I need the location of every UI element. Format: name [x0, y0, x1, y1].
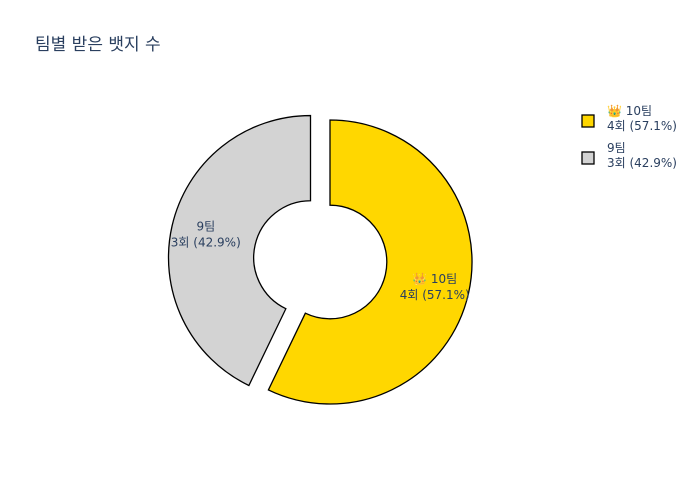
slices-layer [167, 114, 473, 405]
legend-label-count-1: 3회 (42.9%) [607, 156, 677, 170]
legend-label-count-0: 4회 (57.1%) [607, 119, 677, 133]
legend: 👑 10팀 4회 (57.1%) 9팀 3회 (42.9%) [581, 104, 677, 170]
pie-slice-0[interactable] [267, 119, 473, 405]
slice-label-count-0: 4회 (57.1%) [400, 288, 470, 302]
slice-label-name-0: 👑 10팀 [412, 272, 457, 286]
pie-slice-1[interactable] [167, 114, 312, 387]
legend-label-name-1: 9팀 [607, 141, 626, 155]
legend-swatch-0 [581, 114, 595, 128]
legend-swatch-1 [581, 151, 595, 165]
slice-label-count-1: 3회 (42.9%) [171, 236, 241, 250]
slice-label-0: 👑 10팀 4회 (57.1%) [400, 272, 470, 302]
slice-label-1: 9팀 3회 (42.9%) [171, 220, 241, 250]
slice-label-name-1: 9팀 [196, 220, 215, 234]
chart-title: 팀별 받은 뱃지 수 [35, 35, 161, 55]
legend-label-0: 👑 10팀 4회 (57.1%) [607, 104, 677, 133]
legend-label-name-0: 👑 10팀 [607, 104, 652, 118]
legend-label-1: 9팀 3회 (42.9%) [607, 141, 677, 170]
slice-labels-layer: 👑 10팀 4회 (57.1%) 9팀 3회 (42.9%) [171, 220, 470, 302]
legend-item-0[interactable]: 👑 10팀 4회 (57.1%) [581, 104, 677, 133]
legend-item-1[interactable]: 9팀 3회 (42.9%) [581, 141, 677, 170]
